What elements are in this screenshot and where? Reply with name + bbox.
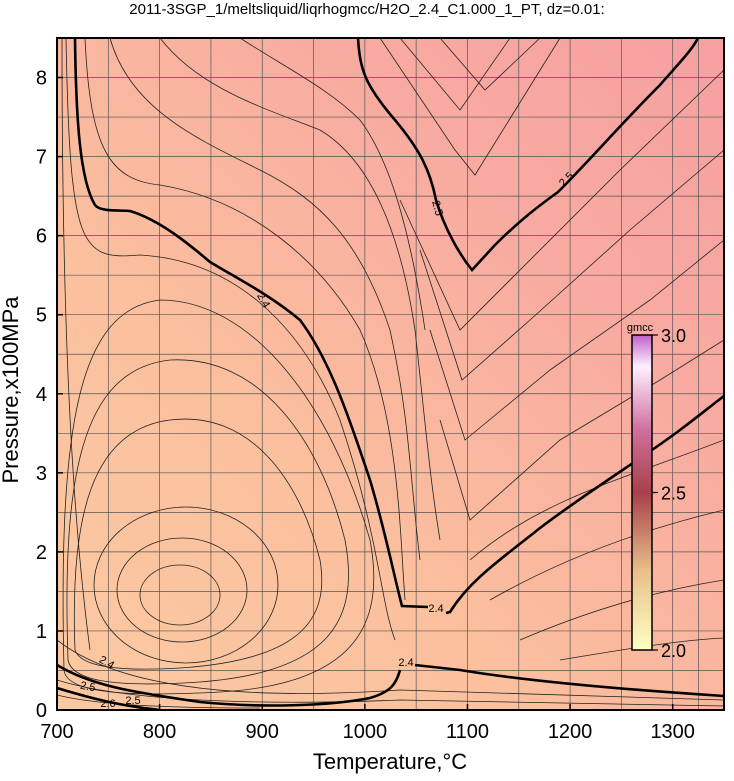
x-tick-label: 1300	[650, 721, 695, 743]
contour-line	[73, 418, 323, 670]
contour-line	[379, 38, 561, 176]
contour-line	[84, 38, 406, 601]
contour-line-bold	[57, 686, 161, 710]
x-tick-label: 1000	[343, 721, 388, 743]
contour-line-bold	[73, 38, 429, 609]
contour-line	[399, 38, 511, 111]
contour-line	[65, 38, 396, 641]
contour-label: 2.6	[100, 698, 115, 710]
plot-background	[57, 38, 724, 710]
contour-line-bold	[57, 663, 402, 707]
contour-line	[489, 509, 724, 601]
colorbar	[631, 334, 653, 651]
x-axis-label: Temperature,°C	[313, 749, 467, 774]
contour-line	[57, 694, 261, 709]
y-tick-label: 0	[36, 700, 47, 722]
contour-line	[116, 537, 248, 643]
colorbar-tick-label: 2.0	[661, 641, 686, 661]
y-tick-label: 4	[36, 384, 47, 406]
y-tick-label: 8	[36, 68, 47, 90]
grid	[56, 38, 724, 711]
y-tick-label: 2	[36, 542, 47, 564]
contour-line-bold	[356, 38, 700, 272]
contour-line	[66, 359, 349, 685]
contour-label: 2.4	[428, 603, 443, 615]
colorbar-tick-label: 2.5	[661, 484, 686, 504]
contour-label: 2.5	[79, 680, 96, 694]
colorbar-label: gmcc	[627, 322, 654, 334]
contour-line	[439, 38, 541, 91]
x-tick-label: 900	[246, 721, 279, 743]
contour-line	[469, 439, 724, 561]
contour-line	[159, 38, 441, 541]
y-tick-label: 5	[36, 305, 47, 327]
contour-line	[57, 639, 724, 701]
plot-frame	[56, 37, 725, 711]
y-tick-label: 7	[36, 147, 47, 169]
contour-line	[429, 239, 724, 441]
y-tick-label: 3	[36, 463, 47, 485]
colorbar-tick-label: 3.0	[661, 326, 686, 346]
contour-line-bold	[414, 663, 724, 698]
x-tick-label: 1200	[548, 721, 593, 743]
contour-label: 2.4	[398, 657, 413, 669]
contour-line	[57, 679, 724, 707]
contour-line	[419, 149, 724, 381]
chart-title: 2011-3SGP_1/meltsliquid/liqrhogmcc/H2O_2…	[129, 1, 604, 18]
contour-labels: 2.42.52.52.42.42.42.52.6 2.5	[79, 170, 576, 710]
contour-line-bold	[445, 394, 724, 615]
contour-line	[399, 69, 724, 331]
contour-line	[62, 299, 375, 695]
x-tick-label: 800	[143, 721, 176, 743]
x-tick-label: 700	[40, 721, 73, 743]
contour-line	[93, 506, 279, 664]
contour-line	[61, 38, 91, 651]
contour-line	[439, 339, 724, 521]
y-tick-label: 1	[36, 621, 47, 643]
y-axis-label: Pressure,x100MPa	[0, 296, 23, 484]
x-tick-label: 1100	[446, 721, 489, 743]
contour-label: 2.5	[429, 199, 445, 217]
contour-label: 2.5	[125, 695, 140, 707]
contour-line	[139, 564, 221, 626]
contour-line	[109, 38, 421, 561]
contour-line	[239, 38, 426, 331]
y-tick-label: 6	[36, 226, 47, 248]
contour-line	[519, 579, 724, 641]
contours	[57, 38, 724, 710]
